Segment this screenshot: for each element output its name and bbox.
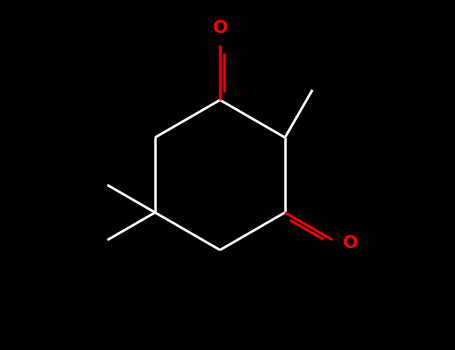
Text: O: O [212, 19, 228, 37]
Text: O: O [343, 234, 358, 252]
